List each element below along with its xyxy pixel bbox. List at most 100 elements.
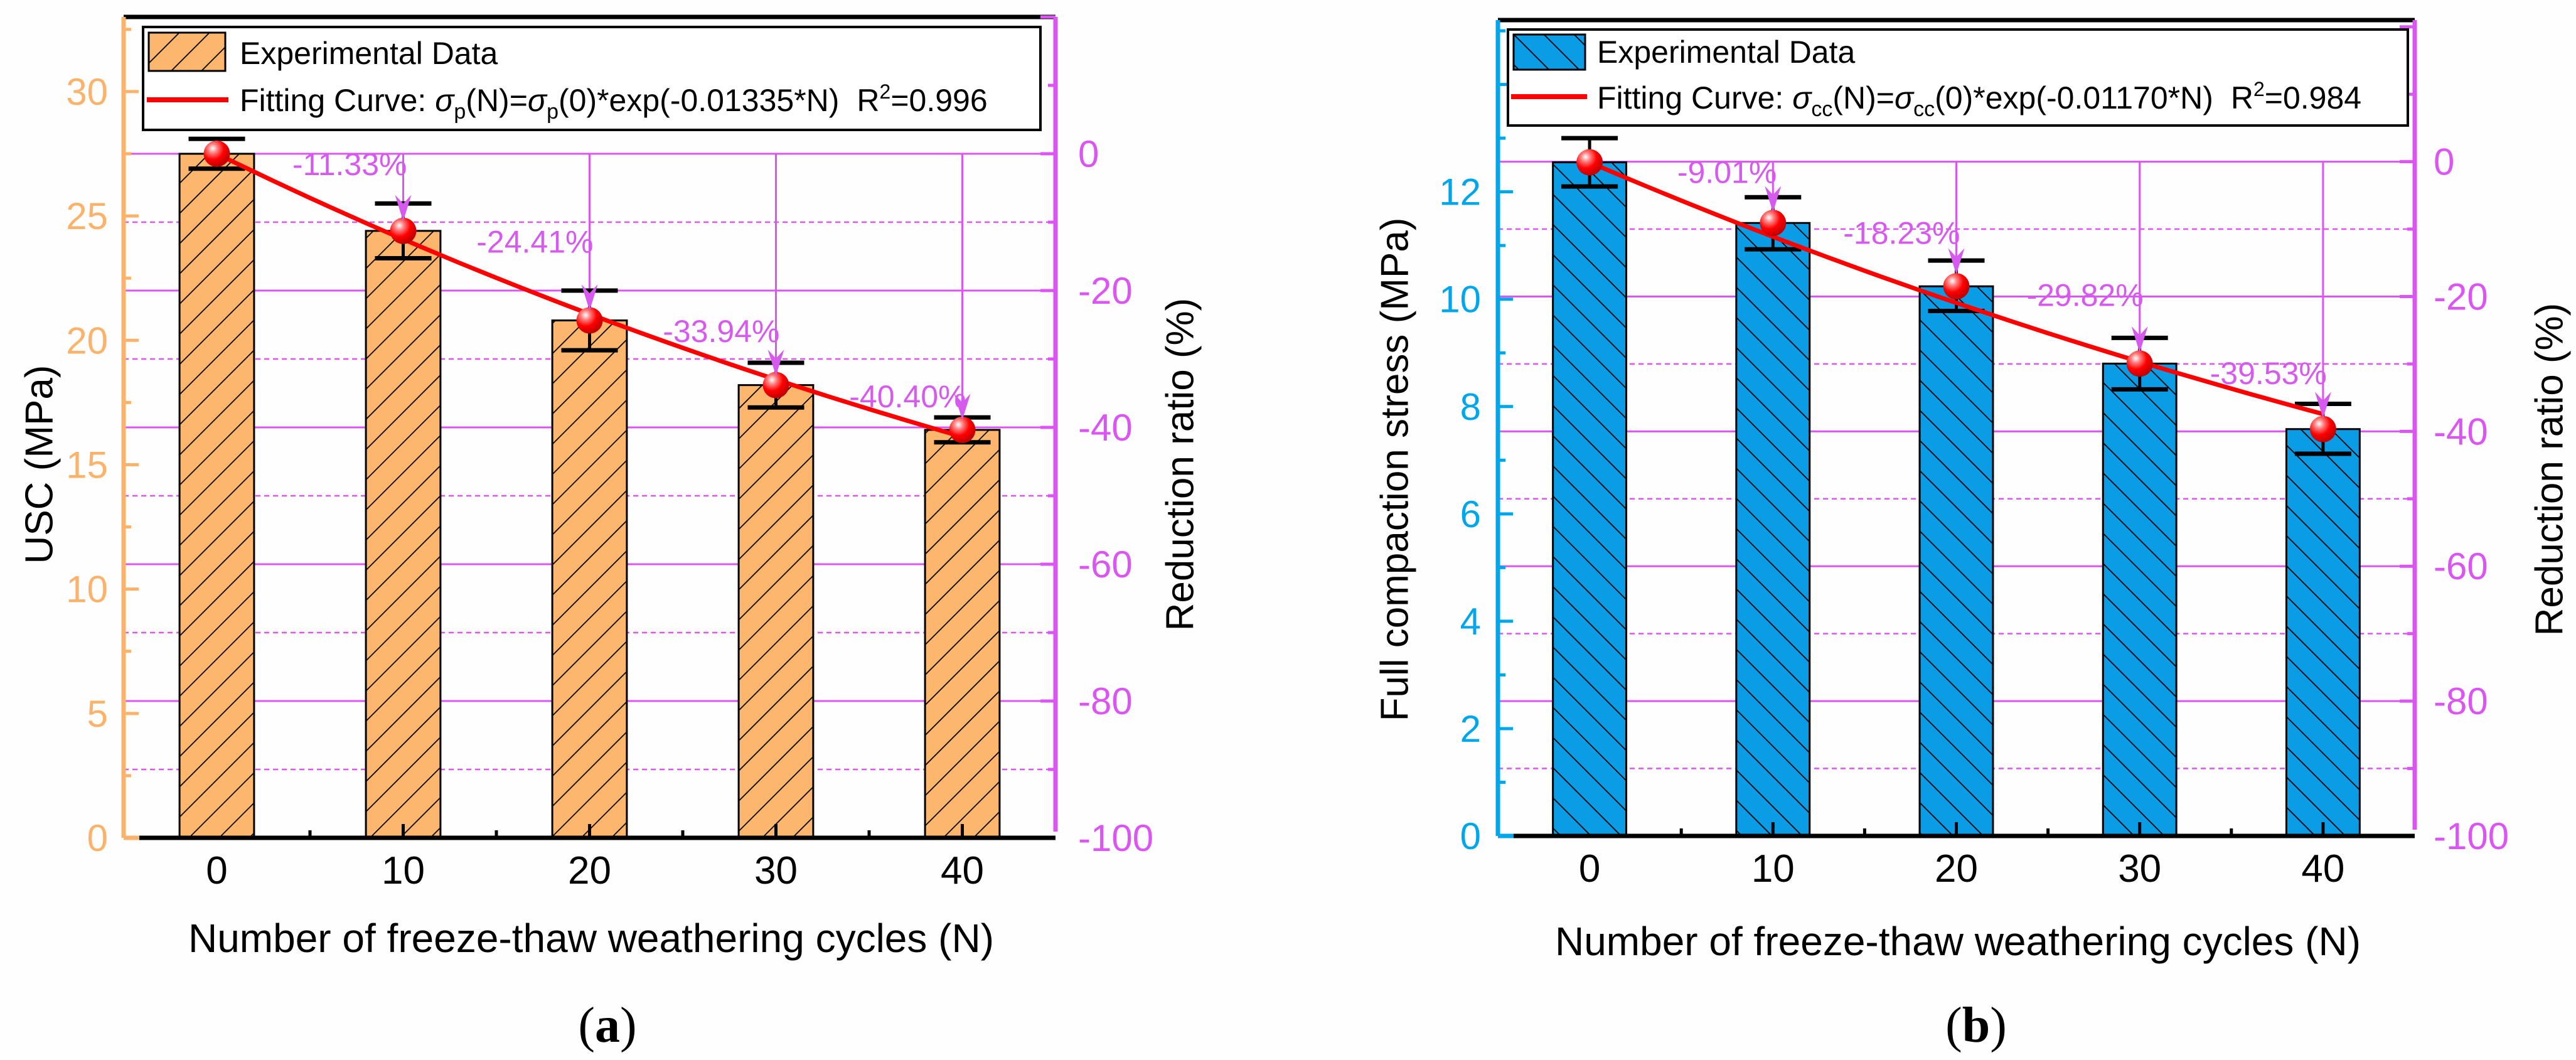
legend-fit-prefix: Fitting Curve: — [1597, 80, 1792, 115]
y2-tick-label: -60 — [1078, 543, 1133, 586]
y-axis-title: USC (MPa) — [18, 365, 61, 564]
y-axis-title: Full compaction stress (MPa) — [1374, 218, 1417, 722]
reduction-arrow-icon — [767, 349, 784, 376]
data-point-marker — [2126, 350, 2153, 377]
bar-hatch — [1918, 285, 1994, 837]
y-tick-label: 12 — [1439, 171, 1481, 213]
y-tick-label: 5 — [87, 693, 108, 735]
legend-sigma: σ — [528, 83, 548, 118]
x-tick-label: 0 — [1579, 847, 1600, 891]
x-tick-label: 30 — [2118, 847, 2161, 891]
legend-r-superscript: 2 — [2253, 78, 2265, 100]
legend-subscript: p — [454, 100, 466, 124]
y2-axis-title: Reduction ratio (%) — [2528, 303, 2572, 636]
legend-label-fitting-curve: Fitting Curve: σcc(N)=σcc(0)*exp(-0.0117… — [1597, 78, 2361, 121]
reduction-arrow-icon — [581, 284, 598, 311]
caption-close: ) — [620, 998, 637, 1053]
legend-eq-mid: (N)= — [1832, 80, 1895, 115]
y-tick-label: 10 — [1439, 279, 1481, 321]
bar-hatch — [2102, 362, 2178, 837]
legend-box — [1507, 28, 2409, 127]
y2-tick-label: -40 — [2434, 410, 2488, 452]
panel-caption: (b) — [1945, 998, 2007, 1053]
chart-panel-b: -9.01%-18.23%-29.82%-39.53%0 10 20 30 400246… — [1374, 18, 2572, 1053]
y-tick-label: 10 — [66, 569, 108, 611]
y-tick-label: 20 — [66, 319, 108, 361]
y2-tick-label: -20 — [2434, 276, 2488, 318]
data-point-marker — [390, 217, 417, 244]
reduction-label: -11.33% — [292, 147, 407, 182]
data-point-marker — [203, 141, 230, 167]
legend-bar-swatch-hatch — [147, 31, 227, 72]
panel-caption: (a) — [578, 998, 636, 1053]
x-tick-label: 20 — [568, 849, 611, 892]
fitting-curve-line — [1588, 160, 2324, 417]
legend-label-experimental: Experimental Data — [240, 36, 498, 71]
y2-tick-label: 0 — [2434, 141, 2454, 183]
y-tick-label: 6 — [1460, 493, 1481, 535]
x-tick-label: 10 — [382, 849, 425, 892]
y-tick-label: 15 — [66, 444, 108, 486]
reduction-label: -40.40% — [849, 379, 966, 414]
bar-hatch — [365, 230, 442, 839]
legend-box — [142, 26, 1042, 131]
y2-tick-label: -100 — [2434, 815, 2509, 857]
y-tick-label: 30 — [66, 71, 108, 113]
legend-subscript: cc — [1913, 97, 1935, 121]
y2-tick-label: -80 — [2434, 680, 2488, 722]
caption-close: ) — [1990, 998, 2007, 1053]
y2-tick-label: 0 — [1078, 133, 1099, 175]
caption-open: ( — [1945, 998, 1962, 1053]
legend-label-fitting-curve: Fitting Curve: σp(N)=σp(0)*exp(-0.01335*… — [240, 80, 988, 124]
legend-r-value: =0.996 — [890, 83, 987, 118]
bar-hatch — [924, 429, 1001, 839]
y-tick-label: 2 — [1460, 708, 1481, 750]
y-tick-label: 0 — [1460, 815, 1481, 857]
legend-fit-prefix: Fitting Curve: — [240, 83, 435, 118]
data-point-marker — [576, 307, 603, 334]
legend-sigma: σ — [1792, 80, 1812, 115]
legend-bar-swatch-hatch — [1512, 33, 1586, 71]
x-axis-title: Number of freeze-thaw weathering cycles … — [188, 916, 994, 961]
data-point-marker — [1943, 273, 1970, 300]
legend-sigma: σ — [1895, 80, 1915, 115]
reduction-label: -33.94% — [663, 314, 779, 349]
x-tick-label: 30 — [754, 849, 798, 892]
bar-hatch — [2285, 428, 2361, 837]
y-tick-label: 4 — [1460, 601, 1481, 643]
bar-hatch — [178, 153, 255, 839]
reduction-label: -18.23% — [1843, 215, 1960, 250]
legend-subscript: cc — [1811, 97, 1832, 121]
reduction-arrow-icon — [2314, 392, 2331, 419]
data-point-marker — [2309, 415, 2336, 442]
reduction-label: -29.82% — [2026, 277, 2143, 313]
x-tick-label: 0 — [206, 849, 227, 892]
reduction-label: -9.01% — [1677, 155, 1777, 190]
legend: Experimental Data Fitting Curve: σp(N)=σp… — [142, 26, 1042, 131]
legend-sigma: σ — [435, 83, 455, 118]
caption-letter: b — [1962, 998, 1991, 1053]
legend-r-superscript: 2 — [880, 80, 891, 103]
legend-eq-end: (0)*exp(-0.01335*N) — [558, 83, 839, 118]
reduction-arrow-icon — [2131, 326, 2148, 353]
reduction-label: -39.53% — [2210, 356, 2327, 391]
reduction-arrow-icon — [395, 195, 412, 222]
caption-open: ( — [578, 998, 595, 1053]
data-point-marker — [1760, 210, 1787, 237]
legend-label-experimental: Experimental Data — [1597, 35, 1855, 70]
x-tick-label: 40 — [941, 849, 984, 892]
y-tick-label: 25 — [66, 195, 108, 237]
y2-tick-label: -20 — [1078, 270, 1133, 312]
data-point-marker — [949, 416, 976, 443]
legend-subscript: p — [547, 100, 558, 124]
legend-eq-end: (0)*exp(-0.01170*N) — [1935, 80, 2213, 115]
chart-panel-a: -11.33% -24.41% -33.94% -40.40% 0 10 20 30 40 0 5 1… — [18, 14, 1202, 1053]
bar-hatch — [1735, 222, 1811, 837]
data-point-marker — [1576, 149, 1603, 176]
reduction-arrow-icon — [954, 393, 971, 420]
y2-tick-label: -60 — [2434, 545, 2488, 587]
x-tick-label: 10 — [1751, 847, 1795, 891]
legend-r: R — [2231, 80, 2253, 115]
reduction-label: -24.41% — [476, 224, 593, 259]
